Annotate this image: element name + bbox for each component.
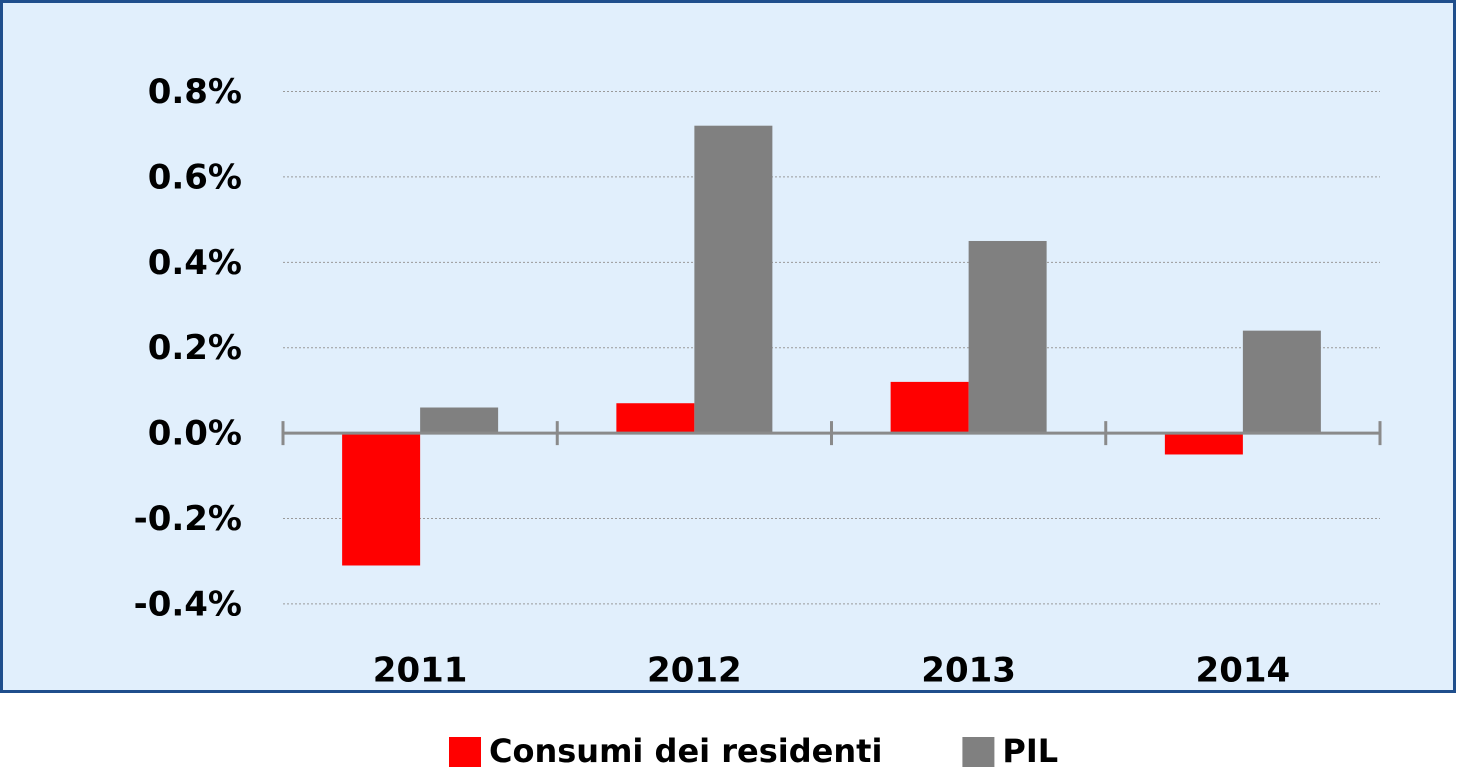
bar: [1164, 433, 1243, 455]
y-tick-label: -0.4%: [134, 584, 242, 624]
legend-swatch: [449, 737, 481, 767]
y-tick-label: 0.0%: [148, 414, 242, 454]
bar: [968, 240, 1047, 434]
y-tick-label: -0.2%: [134, 499, 242, 539]
y-tick-label: 0.6%: [148, 157, 242, 197]
bar: [420, 407, 499, 434]
legend-label: Consumi dei residenti: [489, 732, 882, 770]
x-tick-label: 2014: [1196, 651, 1291, 691]
legend-label: PIL: [1002, 732, 1058, 770]
bar: [1242, 330, 1321, 434]
y-tick-label: 0.4%: [148, 243, 242, 283]
bar: [616, 403, 695, 434]
x-tick-label: 2013: [921, 651, 1016, 691]
bar: [890, 381, 969, 434]
bar: [694, 125, 773, 434]
y-tick-label: 0.2%: [148, 328, 242, 368]
x-tick-label: 2012: [647, 651, 742, 691]
y-tick-label: 0.8%: [148, 72, 242, 112]
bar: [342, 433, 421, 566]
x-tick-label: 2011: [373, 651, 468, 691]
legend-swatch: [962, 737, 995, 767]
